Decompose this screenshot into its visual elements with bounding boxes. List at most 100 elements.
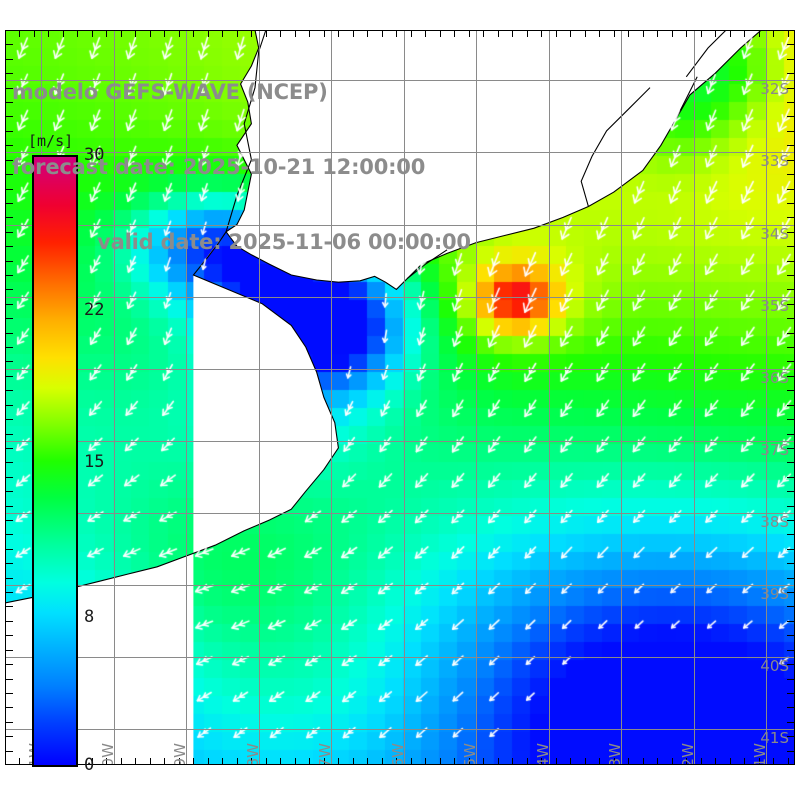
axis-tick	[48, 30, 49, 37]
axis-tick	[469, 30, 470, 37]
axis-tick	[686, 30, 687, 37]
axis-tick	[5, 664, 13, 665]
colorbar-tick-label: 15	[84, 452, 105, 472]
axis-tick	[353, 30, 354, 37]
axis-tick	[759, 758, 760, 765]
axis-tick	[787, 606, 795, 607]
grid-line-latitude	[5, 441, 795, 442]
axis-tick	[396, 758, 397, 765]
axis-tick	[787, 592, 795, 593]
axis-tick	[411, 30, 412, 37]
axis-tick	[5, 693, 13, 694]
colorbar	[32, 155, 78, 767]
axis-tick	[338, 30, 339, 37]
grid-line-longitude	[331, 30, 332, 765]
colorbar-tick-label: 8	[84, 607, 95, 627]
axis-tick	[5, 131, 13, 132]
axis-tick	[787, 578, 795, 579]
axis-tick	[686, 758, 687, 765]
axis-tick	[324, 758, 325, 765]
axis-tick	[77, 30, 78, 37]
colorbar-tick-label: 22	[84, 300, 105, 320]
axis-tick	[570, 30, 571, 37]
axis-tick	[92, 30, 93, 37]
axis-tick	[628, 30, 629, 37]
axis-tick	[266, 30, 267, 37]
latitude-label: 32S	[760, 80, 789, 98]
longitude-label: 52W	[679, 743, 697, 765]
axis-tick	[5, 592, 13, 593]
axis-tick	[787, 347, 795, 348]
axis-tick	[309, 758, 310, 765]
colorbar-gradient	[32, 155, 78, 767]
grid-line-longitude	[186, 30, 187, 765]
axis-tick	[585, 758, 586, 765]
axis-tick	[657, 758, 658, 765]
axis-tick	[295, 30, 296, 37]
axis-tick	[425, 30, 426, 37]
title-model-line: modelo GEFS-WAVE (NCEP)	[12, 80, 328, 104]
title-valid-line: valid date: 2025-11-06 00:00:00	[97, 230, 471, 254]
axis-tick	[150, 758, 151, 765]
axis-tick	[338, 758, 339, 765]
axis-tick	[5, 520, 13, 521]
latitude-label: 33S	[760, 152, 789, 170]
axis-tick	[787, 419, 795, 420]
axis-tick	[5, 679, 13, 680]
axis-tick	[179, 758, 180, 765]
axis-tick	[614, 758, 615, 765]
axis-tick	[5, 246, 13, 247]
axis-tick	[787, 333, 795, 334]
axis-tick	[367, 30, 368, 37]
axis-tick	[5, 606, 13, 607]
axis-tick	[164, 758, 165, 765]
grid-line-longitude	[114, 30, 115, 765]
axis-tick	[135, 30, 136, 37]
axis-tick	[5, 419, 13, 420]
axis-tick	[19, 30, 20, 37]
axis-tick	[193, 30, 194, 37]
axis-tick	[5, 174, 13, 175]
latitude-label: 41S	[760, 729, 789, 747]
grid-line-latitude	[5, 297, 795, 298]
axis-tick	[367, 758, 368, 765]
axis-tick	[512, 758, 513, 765]
latitude-label: 36S	[760, 369, 789, 387]
axis-tick	[643, 30, 644, 37]
axis-tick	[454, 758, 455, 765]
axis-tick	[787, 722, 795, 723]
grid-line-longitude	[766, 30, 767, 765]
axis-tick	[787, 390, 795, 391]
axis-tick	[382, 30, 383, 37]
axis-tick	[164, 30, 165, 37]
axis-tick	[787, 520, 795, 521]
grid-line-longitude	[694, 30, 695, 765]
axis-tick	[5, 189, 13, 190]
axis-tick-marks	[5, 30, 795, 765]
longitude-label: 55W	[461, 743, 479, 765]
axis-tick	[179, 30, 180, 37]
axis-tick	[353, 758, 354, 765]
axis-tick	[309, 30, 310, 37]
axis-tick	[5, 116, 13, 117]
grid-line-latitude	[5, 585, 795, 586]
axis-tick	[5, 390, 13, 391]
graticule-grid	[5, 30, 795, 765]
axis-tick	[787, 448, 795, 449]
axis-tick	[787, 217, 795, 218]
axis-tick	[570, 758, 571, 765]
grid-line-latitude	[5, 513, 795, 514]
axis-tick	[512, 30, 513, 37]
axis-tick	[396, 30, 397, 37]
colorbar-unit-label: [m/s]	[28, 132, 74, 150]
axis-tick	[5, 203, 13, 204]
axis-tick	[150, 30, 151, 37]
axis-tick	[787, 477, 795, 478]
axis-tick	[599, 758, 600, 765]
axis-tick	[425, 758, 426, 765]
axis-tick	[63, 30, 64, 37]
axis-tick	[106, 30, 107, 37]
axis-tick	[135, 758, 136, 765]
axis-tick	[787, 160, 795, 161]
axis-tick	[440, 30, 441, 37]
